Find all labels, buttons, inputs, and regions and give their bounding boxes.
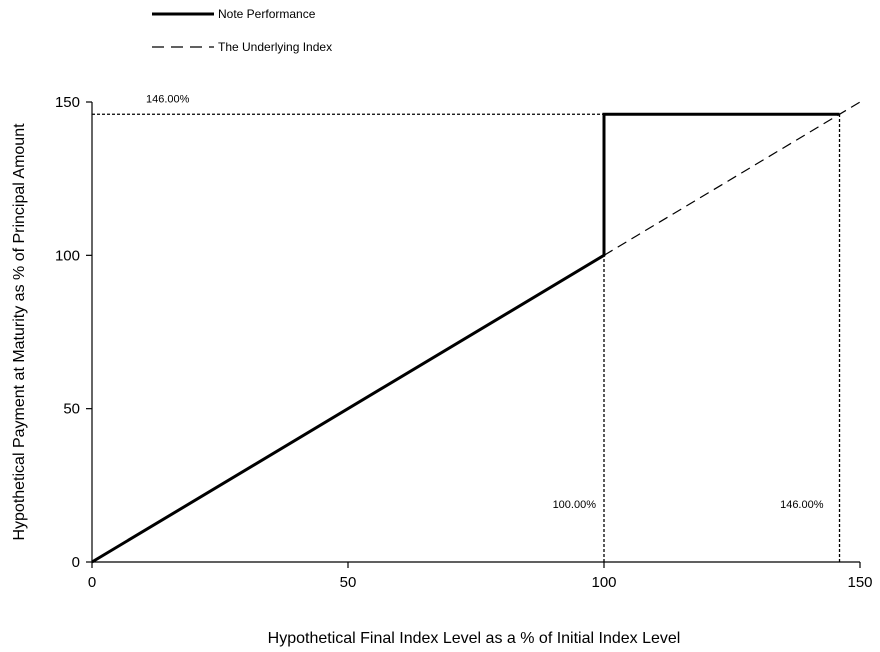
y-axis-title: Hypothetical Payment at Maturity as % of… <box>11 123 28 541</box>
x-tick-label-1: 50 <box>340 574 357 591</box>
legend-label-underlying-index: The Underlying Index <box>218 40 332 54</box>
legend-label-note-performance: Note Performance <box>218 7 316 21</box>
annotation-0: 146.00% <box>146 93 190 105</box>
y-tick-label-3: 150 <box>55 94 80 111</box>
series-line-1 <box>603 101 861 256</box>
annotation-1: 100.00% <box>553 499 597 511</box>
y-tick-label-2: 100 <box>55 247 80 264</box>
annotation-2: 146.00% <box>780 499 824 511</box>
x-tick-label-0: 0 <box>88 574 96 591</box>
x-tick-label-2: 100 <box>591 574 616 591</box>
x-axis-title: Hypothetical Final Index Level as a % of… <box>268 630 681 647</box>
series-line-0 <box>91 112 840 564</box>
plot-area: 0 50 100 150 0 50 100 150 146.00% 100.00% 146.00% <box>55 93 873 591</box>
y-tick-label-0: 0 <box>72 554 80 571</box>
x-tick-label-3: 150 <box>847 574 872 591</box>
legend: Note Performance The Underlying Index <box>152 7 332 54</box>
y-tick-label-1: 50 <box>63 401 80 418</box>
